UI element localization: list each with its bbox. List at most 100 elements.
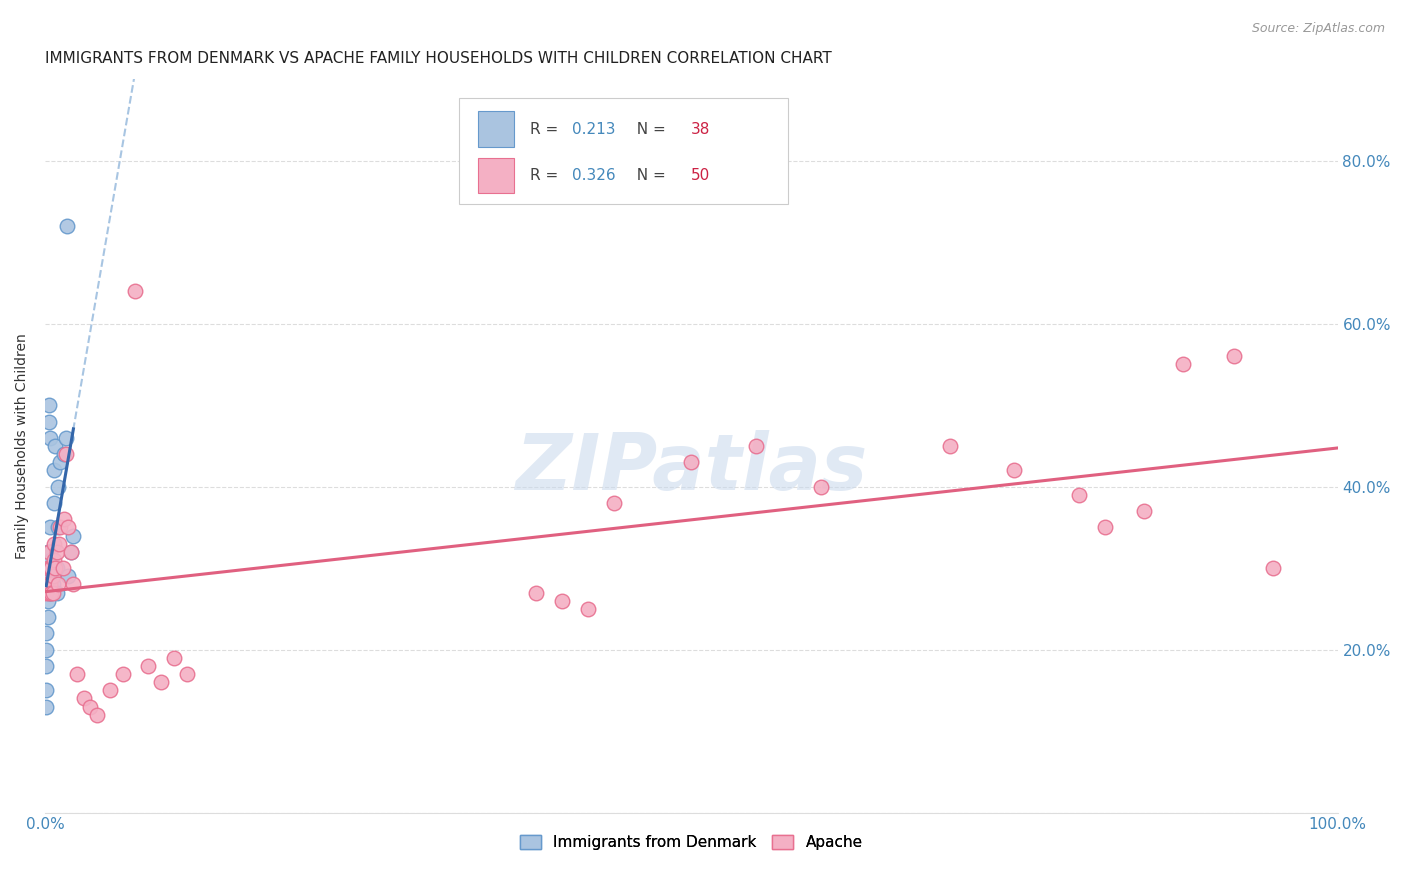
Point [41, 585, 63, 599]
Text: N =: N = [627, 121, 671, 136]
Point [37, 561, 59, 575]
Bar [478, 158, 515, 194]
Bar [478, 112, 515, 146]
Point [38, 585, 60, 599]
Point [35, 659, 58, 673]
Point [810, 480, 832, 494]
Point [150, 675, 173, 690]
Point [45, 545, 67, 559]
Point [48, 537, 70, 551]
Point [41, 585, 63, 599]
Point [66, 667, 89, 681]
Point [39, 577, 62, 591]
Point [41, 561, 63, 575]
Point [42, 585, 65, 599]
Text: 0.326: 0.326 [572, 168, 616, 183]
Point [42, 463, 65, 477]
Point [1223, 349, 1246, 363]
Point [46, 480, 69, 494]
Point [35, 626, 58, 640]
Point [42, 496, 65, 510]
Point [39, 520, 62, 534]
Point [1261, 561, 1284, 575]
Point [98, 683, 121, 698]
Point [44, 561, 66, 575]
Point [44, 439, 66, 453]
Point [49, 455, 72, 469]
Point [1094, 520, 1116, 534]
Point [55, 447, 77, 461]
Text: ZIPatlas: ZIPatlas [515, 430, 868, 506]
Point [38, 398, 60, 412]
Point [603, 496, 626, 510]
Point [41, 569, 63, 583]
Point [37, 545, 59, 559]
Point [138, 659, 160, 673]
Point [45, 585, 67, 599]
Point [39, 561, 62, 575]
Point [939, 439, 962, 453]
Point [1069, 488, 1091, 502]
Point [35, 642, 58, 657]
Point [551, 593, 574, 607]
Point [53, 447, 76, 461]
Point [42, 537, 65, 551]
FancyBboxPatch shape [458, 98, 789, 204]
Point [37, 577, 59, 591]
Point [1171, 358, 1194, 372]
Point [79, 699, 101, 714]
Point [39, 545, 62, 559]
Point [35, 699, 58, 714]
Point [42, 577, 65, 591]
Point [38, 561, 60, 575]
Point [35, 585, 58, 599]
Text: N =: N = [627, 168, 671, 183]
Text: 38: 38 [692, 121, 710, 136]
Point [681, 455, 703, 469]
Point [35, 683, 58, 698]
Point [37, 577, 59, 591]
Point [37, 593, 59, 607]
Text: IMMIGRANTS FROM DENMARK VS APACHE FAMILY HOUSEHOLDS WITH CHILDREN CORRELATION CH: IMMIGRANTS FROM DENMARK VS APACHE FAMILY… [45, 51, 832, 66]
Point [62, 528, 84, 542]
Point [524, 585, 547, 599]
Point [55, 431, 77, 445]
Point [45, 561, 67, 575]
Point [59, 545, 82, 559]
Text: Source: ZipAtlas.com: Source: ZipAtlas.com [1251, 22, 1385, 36]
Point [62, 577, 84, 591]
Legend: Immigrants from Denmark, Apache: Immigrants from Denmark, Apache [513, 829, 869, 856]
Point [39, 431, 62, 445]
Point [1004, 463, 1026, 477]
Text: 0.213: 0.213 [572, 121, 616, 136]
Y-axis label: Family Households with Children: Family Households with Children [15, 333, 30, 558]
Point [46, 520, 69, 534]
Point [59, 545, 82, 559]
Text: R =: R = [530, 121, 562, 136]
Point [58, 520, 80, 534]
Text: 50: 50 [692, 168, 710, 183]
Point [1132, 504, 1154, 518]
Point [163, 650, 186, 665]
Point [42, 561, 65, 575]
Text: R =: R = [530, 168, 562, 183]
Point [176, 667, 198, 681]
Point [745, 439, 768, 453]
Point [42, 553, 65, 567]
Point [49, 520, 72, 534]
Point [86, 707, 108, 722]
Point [39, 561, 62, 575]
Point [56, 219, 79, 233]
Point [37, 561, 59, 575]
Point [53, 512, 76, 526]
Point [46, 577, 69, 591]
Point [42, 569, 65, 583]
Point [52, 561, 75, 575]
Point [37, 610, 59, 624]
Point [38, 545, 60, 559]
Point [58, 569, 80, 583]
Point [38, 415, 60, 429]
Point [41, 553, 63, 567]
Point [38, 585, 60, 599]
Point [111, 667, 134, 681]
